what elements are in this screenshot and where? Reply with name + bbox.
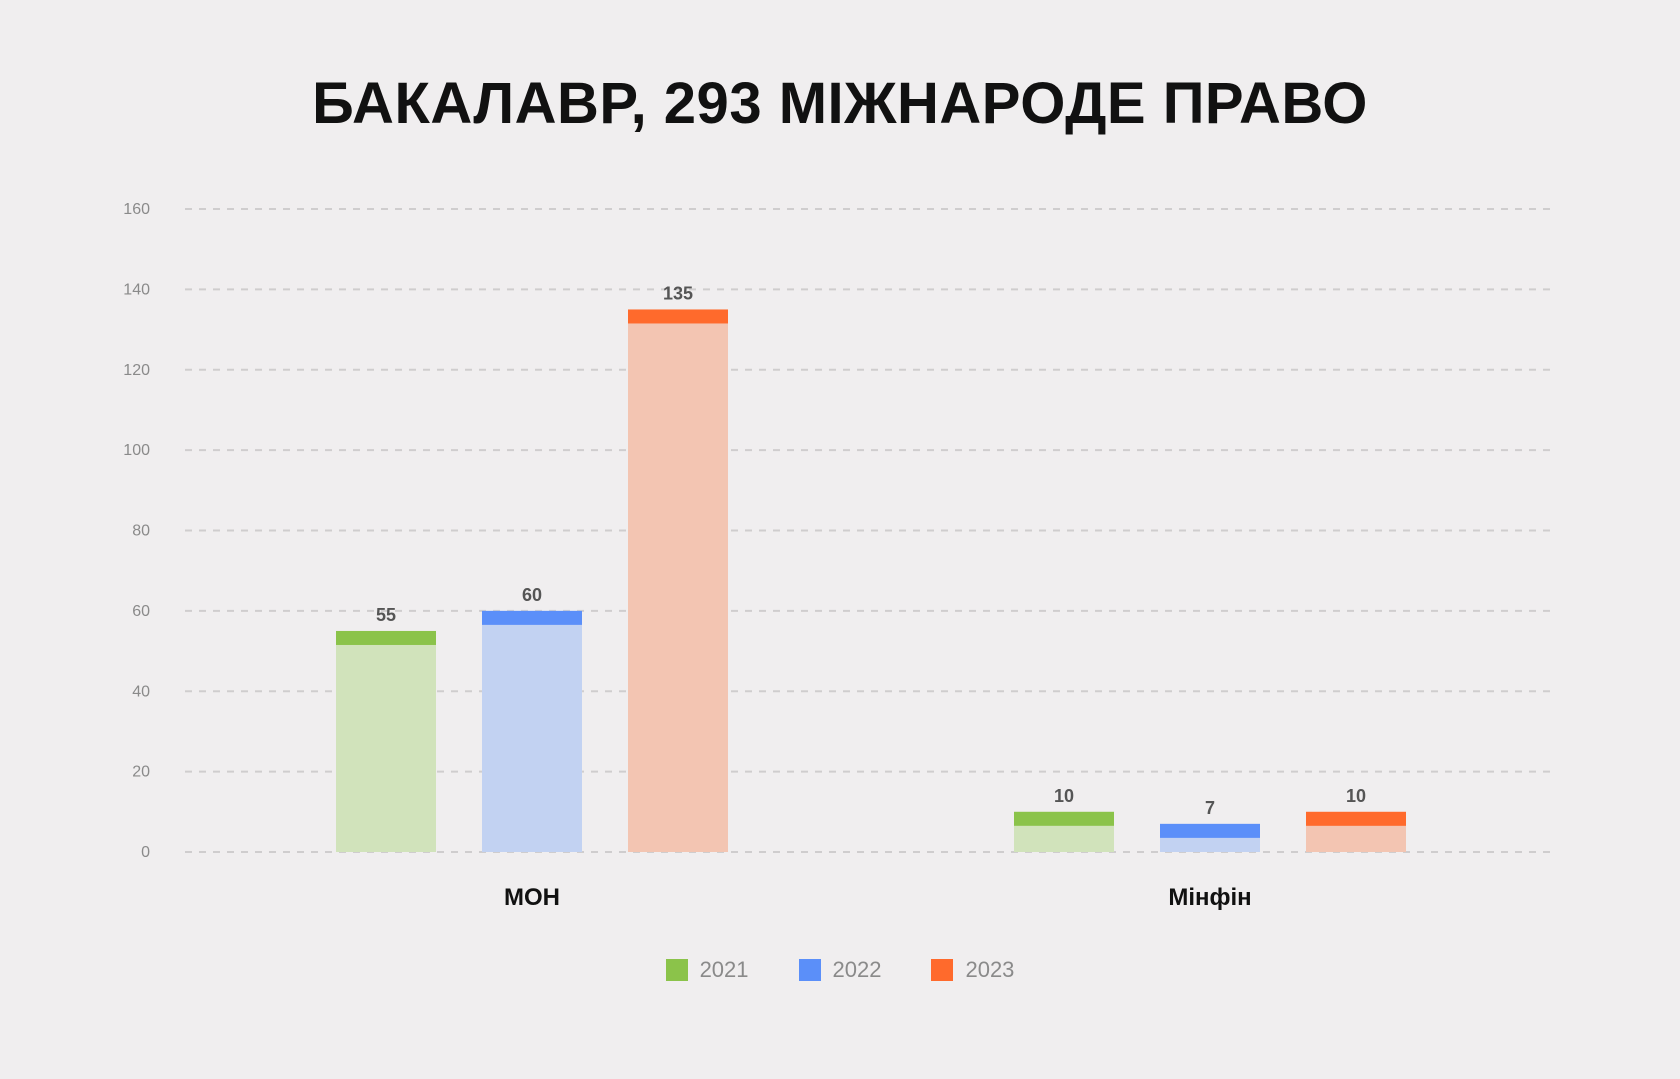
y-tick-label: 40	[132, 683, 150, 700]
category-labels: МОН Мінфін	[504, 884, 1252, 911]
legend-label: 2023	[965, 957, 1015, 982]
bar-cap-2023-1	[1306, 811, 1406, 826]
legend-swatch	[665, 959, 688, 981]
bar-2021-0	[336, 630, 436, 852]
y-tick-label: 100	[123, 442, 150, 459]
bar-cap-2023-0	[628, 309, 728, 324]
legend-item-2022: 2022	[798, 957, 882, 983]
data-label: 55	[376, 605, 396, 625]
data-label: 135	[663, 283, 693, 303]
y-tick-label: 140	[123, 281, 150, 298]
data-label: 10	[1346, 786, 1366, 806]
bar-cap-2022-0	[482, 610, 582, 625]
y-tick-label: 160	[123, 201, 150, 218]
y-tick-label: 120	[123, 362, 150, 379]
data-label: 10	[1054, 786, 1074, 806]
data-label: 60	[522, 585, 542, 605]
legend: 2021 2022 2023	[0, 957, 1680, 983]
bar-2022-0	[482, 610, 582, 852]
legend-label: 2022	[832, 957, 882, 982]
bar-cap-2021-0	[336, 630, 436, 645]
y-tick-label: 20	[132, 764, 150, 781]
chart-title: БАКАЛАВР, 293 МІЖНАРОДЕ ПРАВО	[312, 71, 1368, 136]
legend-item-2021: 2021	[665, 957, 749, 983]
legend-swatch	[931, 959, 954, 981]
y-tick-label: 60	[132, 603, 150, 620]
data-label: 7	[1205, 798, 1215, 818]
legend-swatch	[798, 959, 821, 981]
category-label: МОН	[504, 884, 560, 911]
bar-cap-2022-1	[1160, 823, 1260, 838]
legend-item-2023: 2023	[931, 957, 1014, 983]
y-axis-ticks: 0 20 40 60 80 100 120 140 160	[123, 201, 150, 861]
category-label: Мінфін	[1168, 884, 1251, 911]
bars	[336, 309, 1406, 852]
bar-2023-0	[628, 309, 728, 852]
bar-cap-2021-1	[1014, 811, 1114, 826]
legend-label: 2021	[699, 957, 749, 982]
y-tick-label: 0	[141, 844, 150, 861]
data-labels: 55 60 135 10 7 10	[376, 283, 1366, 817]
y-tick-label: 80	[132, 523, 150, 540]
